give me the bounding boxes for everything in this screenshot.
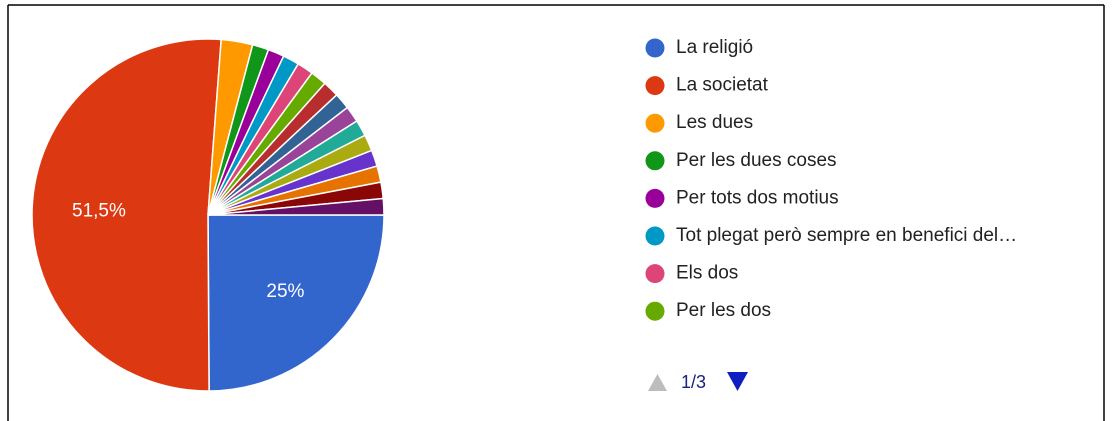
legend-swatch — [645, 226, 665, 246]
value-label: 25% — [266, 281, 304, 302]
legend-label: Tot plegat però sempre en benefici del… — [676, 225, 1017, 246]
legend-label: La societat — [676, 75, 769, 96]
legend-label: Per tots dos motius — [676, 187, 839, 208]
legend-swatch — [645, 76, 665, 96]
pie-slice — [31, 38, 223, 392]
legend-swatch — [645, 113, 665, 133]
pager-down[interactable] — [727, 372, 748, 391]
legend-label: Les dues — [676, 112, 753, 133]
legend-swatch — [645, 188, 665, 208]
pie-slice — [207, 214, 385, 392]
legend-swatch — [645, 38, 665, 58]
legend-label: Per les dues coses — [676, 150, 837, 171]
legend-label: Per les dos — [676, 300, 771, 321]
pie-slice — [207, 197, 385, 216]
legend-label: La religió — [676, 37, 753, 58]
pager-label: 1/3 — [681, 372, 706, 392]
value-label: 51,5% — [72, 200, 126, 221]
legend-swatch — [645, 264, 665, 284]
legend-label: Els dos — [676, 263, 738, 284]
pager-up[interactable] — [648, 374, 667, 391]
legend-swatch — [645, 151, 665, 171]
legend-swatch — [645, 301, 665, 321]
